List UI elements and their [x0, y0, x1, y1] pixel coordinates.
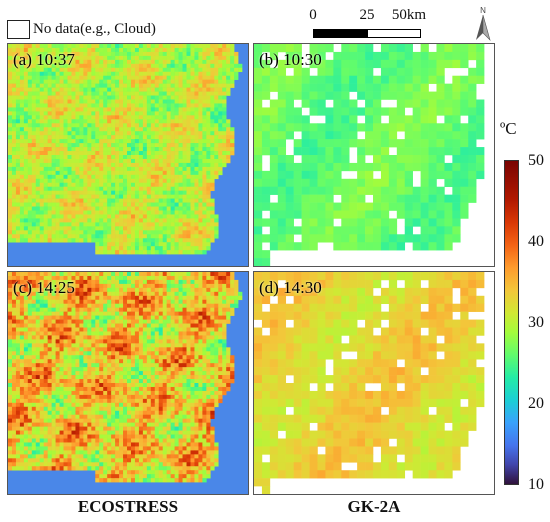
- scale-bar: [313, 29, 421, 38]
- svg-text:N: N: [480, 6, 486, 15]
- colorbar-tick-50: 50: [528, 152, 544, 169]
- map-panel-c: (c) 14:25: [7, 271, 249, 495]
- lst-map-a: [8, 44, 248, 266]
- colorbar-tick-10: 10: [528, 476, 544, 493]
- colorbar: [504, 160, 519, 485]
- map-panel-a: (a) 10:37: [7, 43, 249, 267]
- lst-map-c: [8, 272, 248, 494]
- north-arrow-icon: N: [476, 6, 491, 42]
- scale-label-0: 0: [309, 7, 317, 23]
- lst-map-b: [254, 44, 494, 266]
- map-panel-d: (d) 14:30: [253, 271, 495, 495]
- column-title-ecostress: ECOSTRESS: [77, 497, 179, 516]
- panel-label-b: (b) 10:30: [259, 50, 322, 69]
- panel-label-c: (c) 14:25: [13, 278, 75, 297]
- nodata-swatch: [7, 20, 30, 39]
- column-title-gk2a: GK-2A: [347, 497, 401, 516]
- panel-label-a: (a) 10:37: [13, 50, 75, 69]
- panel-label-d: (d) 14:30: [259, 278, 322, 297]
- colorbar-tick-30: 30: [528, 314, 544, 331]
- scale-label-25: 25: [359, 7, 375, 23]
- map-panel-b: (b) 10:30: [253, 43, 495, 267]
- colorbar-tick-40: 40: [528, 233, 544, 250]
- lst-map-d: [254, 272, 494, 494]
- colorbar-unit: ºC: [500, 119, 517, 138]
- scale-label-50km: 50km: [391, 7, 427, 23]
- nodata-legend-label: No data(e.g., Cloud): [33, 21, 156, 37]
- colorbar-tick-20: 20: [528, 395, 544, 412]
